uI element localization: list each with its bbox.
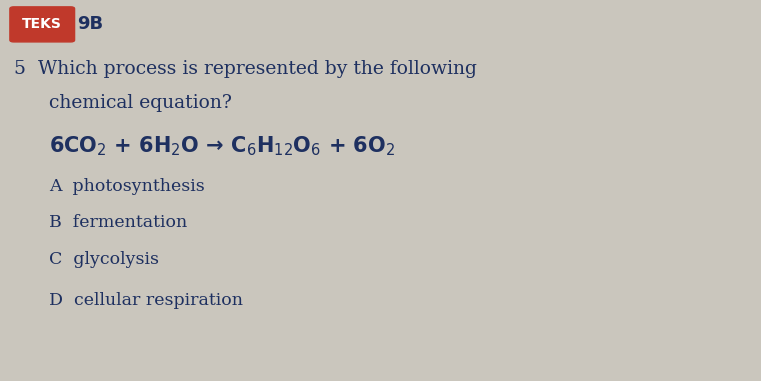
Text: D  cellular respiration: D cellular respiration <box>49 293 244 309</box>
Text: chemical equation?: chemical equation? <box>49 94 232 112</box>
Text: B  fermentation: B fermentation <box>49 215 188 231</box>
Text: 9B: 9B <box>78 15 103 34</box>
Text: TEKS: TEKS <box>22 18 62 31</box>
Text: A  photosynthesis: A photosynthesis <box>49 178 205 195</box>
Text: 6CO$_2$ + 6H$_2$O → C$_6$H$_{12}$O$_6$ + 6O$_2$: 6CO$_2$ + 6H$_2$O → C$_6$H$_{12}$O$_6$ +… <box>49 135 396 158</box>
Text: 5  Which process is represented by the following: 5 Which process is represented by the fo… <box>14 59 476 78</box>
Text: C  glycolysis: C glycolysis <box>49 251 160 268</box>
FancyBboxPatch shape <box>10 7 75 42</box>
